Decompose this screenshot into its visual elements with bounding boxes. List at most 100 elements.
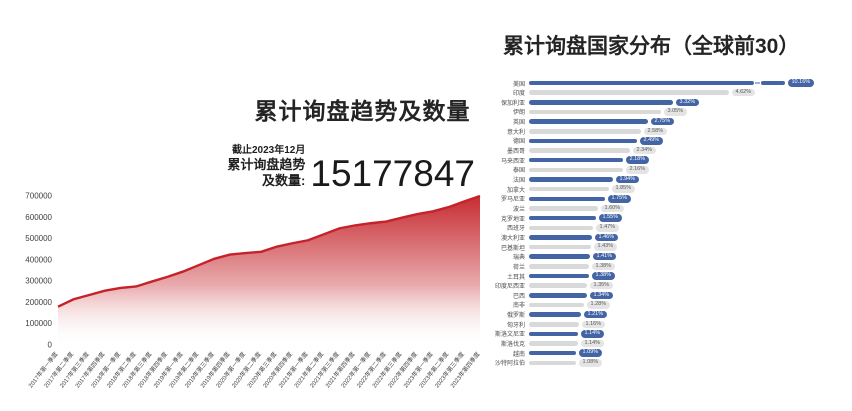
- country-row: 马来西亚 2.18%: [425, 156, 649, 165]
- y-axis-tick-label: 0: [48, 341, 53, 350]
- country-value-badge: 1.46%: [595, 233, 618, 242]
- country-value-badge: 1.38%: [592, 262, 615, 271]
- country-row: 匈牙利 1.16%: [425, 320, 605, 329]
- country-bar: [529, 90, 729, 95]
- country-label: 斯洛文尼亚: [494, 332, 525, 339]
- trend-area-fill: [58, 196, 480, 345]
- country-label: 南非: [512, 303, 525, 310]
- country-value-badge: 3.32%: [676, 98, 699, 107]
- country-value-badge: 1.41%: [593, 252, 616, 261]
- trend-chart-title: 累计询盘趋势及数量: [254, 98, 471, 124]
- country-row: 俄罗斯 1.21%: [425, 310, 607, 319]
- country-value-badge: 1.34%: [590, 291, 613, 300]
- country-bar: [529, 273, 589, 279]
- country-chart-title: 累计询盘国家分布（全球前30）: [503, 35, 800, 58]
- country-bar: [529, 215, 596, 221]
- trend-area-chart: 0 100000 200000 300000 400000 500000 600000 700…: [25, 192, 481, 390]
- country-row: 巴基斯坦 1.43%: [425, 243, 617, 252]
- country-bar: [529, 129, 641, 134]
- country-label: 保加利亚: [500, 100, 525, 107]
- country-bar: [529, 100, 673, 105]
- country-bar: [529, 360, 576, 366]
- country-row: 瑞典 1.41%: [425, 252, 616, 261]
- country-row: 土耳其 1.38%: [425, 272, 615, 281]
- country-bar: [529, 312, 581, 317]
- y-axis-tick-label: 100000: [25, 319, 52, 328]
- axis-break-icon: [754, 80, 761, 86]
- country-row: 斯洛文尼亚 1.14%: [425, 329, 604, 338]
- country-value-badge: 1.09%: [579, 349, 602, 357]
- country-label: 巴基斯坦: [500, 245, 525, 252]
- country-bar: [529, 167, 623, 173]
- country-label: 英国: [512, 120, 525, 127]
- country-row: 澳大利亚 1.46%: [425, 233, 618, 242]
- country-bar: [529, 293, 587, 298]
- country-label: 意大利: [506, 129, 525, 136]
- country-row: 美国 10.16%: [425, 79, 814, 88]
- country-label: 克罗地亚: [500, 216, 525, 223]
- country-value-badge: 2.18%: [626, 156, 649, 164]
- country-row: 巴西 1.34%: [425, 291, 613, 300]
- country-label: 泰国: [512, 168, 525, 175]
- country-row: 罗马尼亚 1.75%: [425, 194, 631, 203]
- country-row: 斯洛伐克 1.14%: [425, 339, 604, 348]
- country-value-badge: 1.47%: [596, 224, 619, 232]
- country-label: 墨西哥: [506, 149, 525, 156]
- country-label: 巴西: [512, 293, 525, 300]
- trend-total-labels: 截止2023年12月 累计询盘趋势及数量:: [215, 144, 305, 191]
- country-row: 印度 4.62%: [425, 88, 755, 97]
- country-bar: [529, 341, 578, 346]
- country-value-badge: 1.28%: [587, 301, 610, 309]
- country-row: 加拿大 1.85%: [425, 185, 635, 194]
- country-value-badge: 10.16%: [788, 79, 814, 87]
- country-bar: [529, 225, 593, 230]
- country-bar-continued: [761, 80, 785, 86]
- country-value-badge: 1.60%: [601, 204, 624, 213]
- country-row: 伊朗 3.05%: [425, 107, 687, 116]
- country-value-badge: 1.94%: [616, 175, 639, 184]
- country-row: 南非 1.28%: [425, 300, 610, 309]
- country-value-badge: 1.55%: [599, 214, 622, 222]
- trend-line: [57, 194, 481, 308]
- country-bar: [529, 331, 578, 337]
- country-row: 克罗地亚 1.55%: [425, 214, 622, 223]
- country-bar: [529, 264, 589, 269]
- country-bar: [529, 109, 661, 115]
- country-label: 越南: [512, 351, 525, 358]
- y-axis-tick-label: 600000: [25, 213, 52, 222]
- y-axis-tick-label: 400000: [25, 255, 52, 264]
- country-bar: [529, 138, 637, 144]
- country-row: 英国 2.75%: [425, 117, 674, 126]
- country-value-badge: 1.35%: [590, 281, 613, 290]
- country-label: 波兰: [512, 206, 525, 213]
- country-row: 荷兰 1.38%: [425, 262, 615, 271]
- country-row: 印度尼西亚 1.35%: [425, 281, 613, 290]
- country-value-badge: 2.16%: [626, 166, 649, 174]
- country-bar: [529, 283, 587, 288]
- country-value-badge: 1.75%: [608, 195, 631, 203]
- country-label: 法国: [512, 178, 525, 184]
- country-label: 印度: [512, 91, 525, 98]
- country-bar: [529, 196, 605, 202]
- trend-total-block: 截止2023年12月 累计询盘趋势及数量: 15177847: [215, 144, 475, 192]
- country-row: 墨西哥 2.34%: [425, 146, 656, 155]
- country-label: 加拿大: [506, 187, 525, 194]
- country-row: 泰国 2.16%: [425, 165, 649, 174]
- country-value-badge: 1.14%: [581, 339, 604, 348]
- country-bar: [529, 80, 754, 86]
- y-axis-tick-label: 700000: [25, 192, 52, 201]
- country-bar: [529, 322, 579, 327]
- country-row: 德国 2.49%: [425, 136, 663, 145]
- country-label: 澳大利亚: [500, 235, 525, 242]
- country-label: 德国: [512, 139, 525, 146]
- country-value-badge: 2.49%: [640, 137, 663, 145]
- country-row: 保加利亚 3.32%: [425, 98, 699, 107]
- country-bar: [529, 206, 598, 211]
- country-bar: [529, 235, 592, 240]
- country-value-badge: 2.58%: [644, 127, 667, 135]
- country-row: 沙特阿拉伯 1.08%: [425, 358, 602, 367]
- country-bar: [529, 157, 623, 163]
- country-value-badge: 2.34%: [633, 146, 656, 155]
- country-value-badge: 1.38%: [592, 272, 615, 280]
